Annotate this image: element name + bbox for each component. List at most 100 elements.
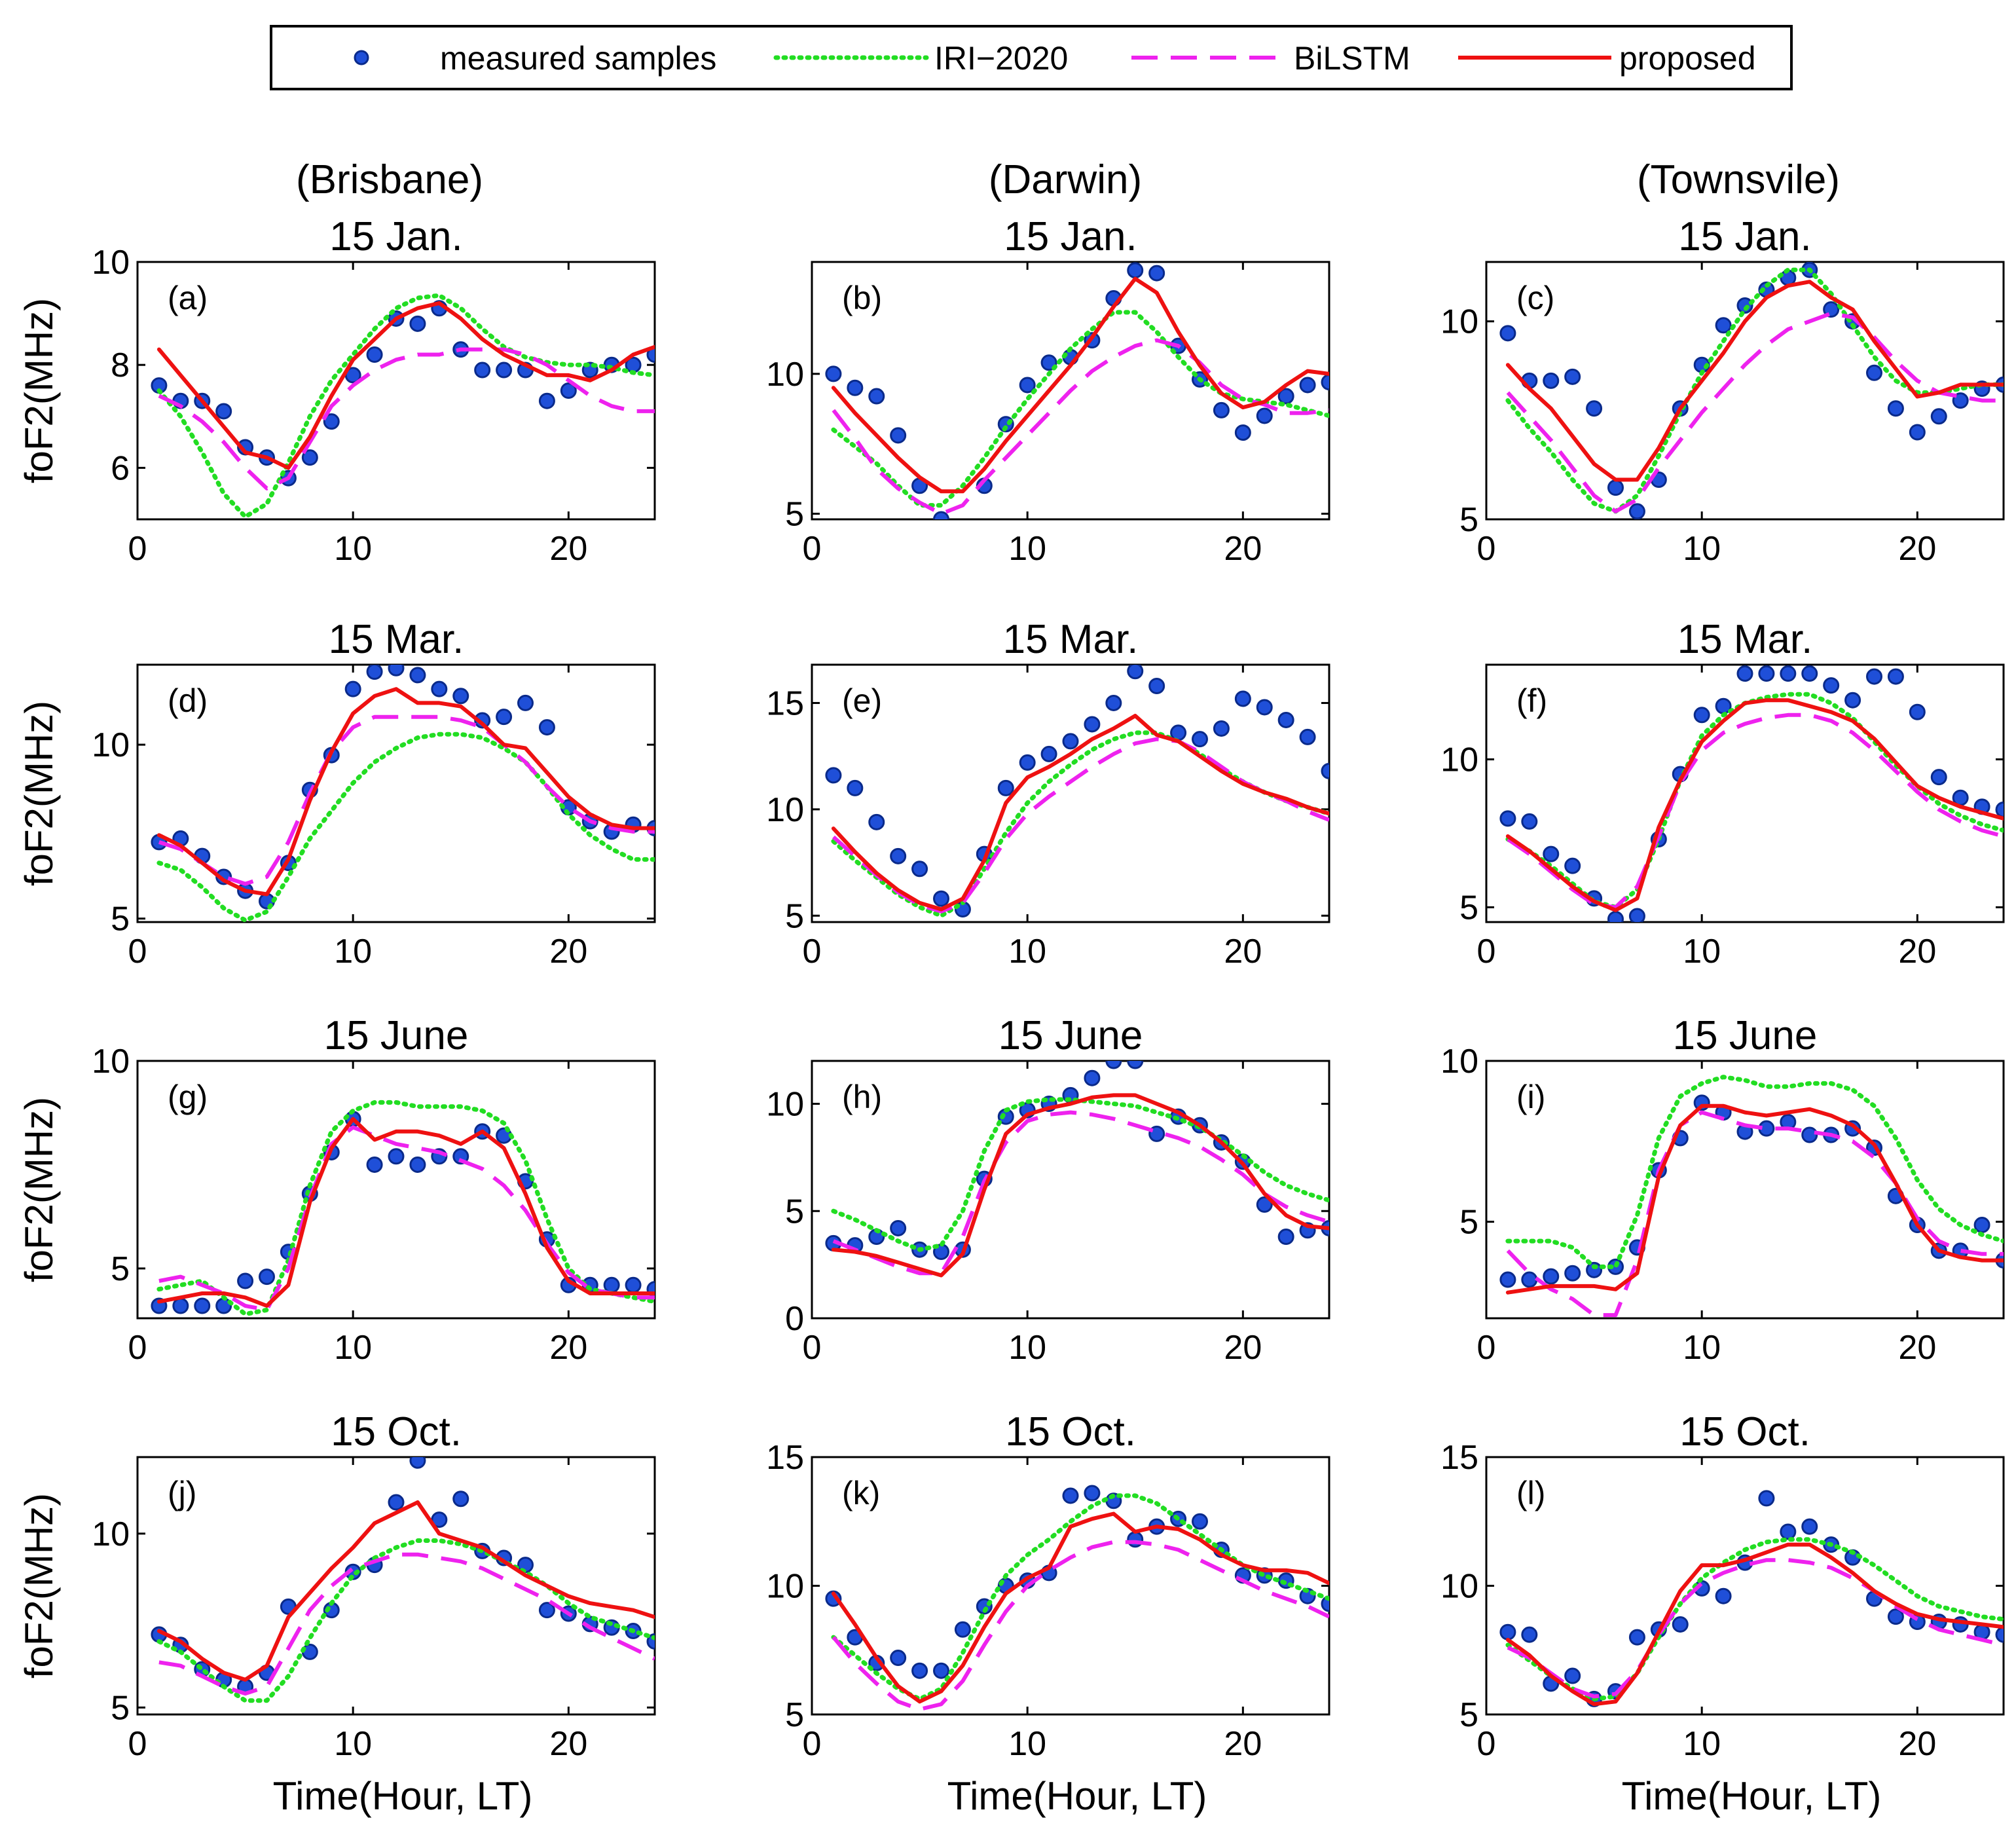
panels: 0 10 20 6 8 10 (a) 15 Jan. foF2(MHz) 0 10 20 5 10 (b) 1… xyxy=(17,214,2005,1818)
measured-point xyxy=(1148,265,1165,282)
y-tick-label: 10 xyxy=(92,1043,130,1081)
measured-point xyxy=(1127,262,1144,279)
y-tick-label: 10 xyxy=(1440,741,1478,779)
y-tick-label: 10 xyxy=(766,356,804,394)
x-axis-label: Time(Hour, LT) xyxy=(1622,1774,1882,1818)
proposed-line xyxy=(156,301,655,470)
bilstm-line xyxy=(832,338,1329,516)
measured-point xyxy=(1256,407,1273,424)
y-axis-label: foF2(MHz) xyxy=(17,701,61,886)
measured-point xyxy=(603,1276,620,1293)
panel-k: 0 10 20 5 10 15 (k) 15 Oct. Time(Hour, LT) xyxy=(766,1409,1330,1818)
series-group xyxy=(151,293,655,519)
measured-point xyxy=(1736,665,1753,682)
panel-title: 15 Oct. xyxy=(1005,1409,1136,1454)
measured-point xyxy=(933,890,949,907)
measured-point xyxy=(1213,720,1230,737)
measured-point xyxy=(1995,1626,2004,1643)
y-tick-label: 10 xyxy=(1440,303,1478,341)
panel-letter: (c) xyxy=(1516,280,1554,316)
measured-point xyxy=(1736,297,1753,314)
measured-point xyxy=(1148,1125,1165,1142)
measured-point xyxy=(1564,1667,1581,1684)
measured-point xyxy=(1299,728,1316,745)
measured-point xyxy=(890,1219,907,1236)
series-group xyxy=(1499,1490,2004,1707)
measured-point xyxy=(409,1457,426,1469)
x-tick-label: 10 xyxy=(1683,1329,1721,1367)
measured-point xyxy=(1628,503,1645,519)
x-tick-label: 10 xyxy=(334,530,372,568)
panel-letter: (i) xyxy=(1516,1079,1545,1115)
measured-point xyxy=(1780,665,1797,682)
measured-point xyxy=(1277,388,1294,405)
bilstm-line xyxy=(1507,1558,2004,1699)
bilstm-line xyxy=(832,1540,1329,1712)
y-tick-label: 5 xyxy=(1459,1696,1478,1734)
bilstm-line xyxy=(158,714,655,886)
measured-point xyxy=(1105,1061,1122,1069)
y-tick-label: 10 xyxy=(92,244,130,282)
y-tick-label: 10 xyxy=(766,1086,804,1124)
x-axis-label: Time(Hour, LT) xyxy=(273,1774,533,1818)
iri-line xyxy=(156,1100,655,1317)
y-tick-label: 15 xyxy=(766,684,804,722)
measured-point xyxy=(431,680,448,697)
panel-d: 0 10 20 5 10 (d) 15 Mar. foF2(MHz) xyxy=(17,617,656,971)
measured-point xyxy=(1866,364,1882,381)
measured-point xyxy=(1084,1485,1101,1502)
measured-point xyxy=(1521,1626,1538,1643)
measured-point xyxy=(1564,857,1581,874)
measured-point xyxy=(1521,1271,1538,1288)
proposed-line xyxy=(156,687,655,897)
measured-point xyxy=(1543,372,1560,389)
axes-box xyxy=(811,663,1330,923)
measured-point xyxy=(1973,1217,1990,1234)
series-group xyxy=(151,665,655,922)
bilstm-line xyxy=(832,1110,1329,1276)
measured-point xyxy=(1564,1265,1581,1282)
measured-point xyxy=(1256,699,1273,716)
measured-point xyxy=(1758,1490,1775,1507)
panel-h: 0 10 20 0 5 10 (h) 15 June xyxy=(766,1013,1330,1367)
x-tick-label: 0 xyxy=(803,933,822,971)
measured-point xyxy=(1715,1587,1732,1604)
measured-point xyxy=(1930,769,1947,786)
x-tick-label: 0 xyxy=(1477,1725,1496,1763)
panel-letter: (j) xyxy=(168,1475,196,1511)
measured-point xyxy=(388,1148,405,1165)
measured-point xyxy=(1062,733,1079,750)
x-tick-label: 20 xyxy=(549,1725,587,1763)
series-group xyxy=(1499,262,2004,519)
x-tick-label: 0 xyxy=(1477,933,1496,971)
x-tick-label: 10 xyxy=(1683,933,1721,971)
x-tick-label: 0 xyxy=(803,1725,822,1763)
measured-point xyxy=(1887,1608,1904,1625)
measured-point xyxy=(1672,1616,1689,1633)
measured-point xyxy=(1321,374,1329,391)
y-axis-label: foF2(MHz) xyxy=(17,298,61,483)
series-group xyxy=(825,1061,1329,1278)
y-tick-label: 5 xyxy=(785,1696,804,1734)
measured-point xyxy=(1277,1229,1294,1246)
y-tick-label: 10 xyxy=(1440,1043,1478,1081)
measured-point xyxy=(1521,813,1538,830)
measured-point xyxy=(1909,424,1926,441)
measured-point xyxy=(344,680,361,697)
iri-line xyxy=(831,730,1329,918)
measured-point xyxy=(997,779,1014,796)
y-tick-label: 10 xyxy=(92,726,130,764)
measured-point xyxy=(215,403,232,420)
measured-point xyxy=(1995,801,2004,818)
panel-i: 0 10 20 5 10 (i) 15 June xyxy=(1440,1013,2005,1367)
measured-point xyxy=(1019,754,1036,771)
measured-point xyxy=(1277,711,1294,728)
x-tick-label: 20 xyxy=(1224,1329,1262,1367)
panel-g: 0 10 20 5 10 (g) 15 June foF2(MHz) xyxy=(17,1013,656,1367)
measured-point xyxy=(538,1602,555,1619)
measured-point xyxy=(1758,665,1775,682)
proposed-line xyxy=(1505,280,2004,482)
measured-point xyxy=(496,709,513,726)
y-tick-label: 5 xyxy=(785,495,804,533)
panel-title: 15 June xyxy=(1673,1013,1818,1058)
